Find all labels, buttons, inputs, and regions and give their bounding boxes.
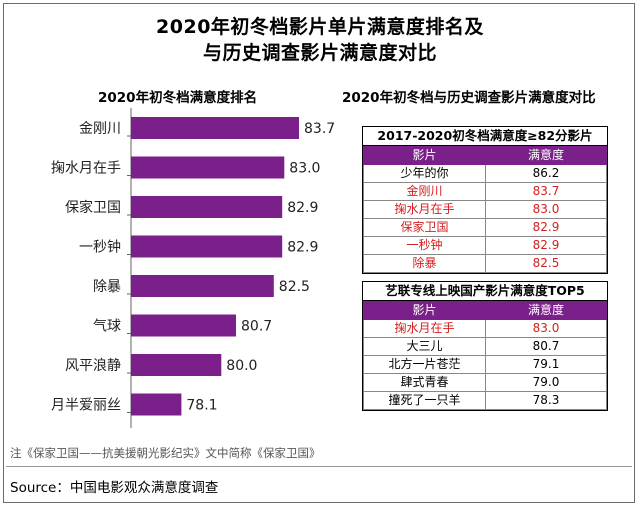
value-label: 82.5 bbox=[279, 279, 310, 295]
score-cell: 83.0 bbox=[485, 200, 607, 219]
table2-body: 影片 满意度 掬水月在手 83.0 大三儿 80.7 北方一片苍茫 79.1 肆式青春 79.0 撞… bbox=[363, 301, 607, 410]
score-cell: 80.7 bbox=[485, 337, 607, 356]
bar bbox=[131, 117, 299, 139]
table-row: 掬水月在手 83.0 bbox=[363, 200, 607, 219]
score-cell: 79.0 bbox=[485, 373, 607, 392]
table-arthouse-top5: 艺联专线上映国产影片满意度TOP5 影片 满意度 掬水月在手 83.0 大三儿 80.7 北… bbox=[362, 281, 608, 411]
category-label: 月半爱丽丝 bbox=[51, 398, 121, 414]
film-cell: 肆式青春 bbox=[363, 373, 486, 392]
bar bbox=[131, 196, 283, 218]
table1-title: 2017-2020初冬档满意度≥82分影片 bbox=[363, 127, 607, 146]
film-cell: 掬水月在手 bbox=[363, 200, 486, 219]
category-label: 风平浪静 bbox=[65, 358, 121, 374]
value-label: 82.9 bbox=[287, 200, 318, 216]
score-cell: 83.0 bbox=[485, 319, 607, 338]
chart-frame bbox=[3, 3, 635, 503]
header-cell: 满意度 bbox=[485, 146, 607, 165]
table-row: 北方一片苍茫 79.1 bbox=[363, 355, 607, 374]
film-cell: 一秒钟 bbox=[363, 236, 486, 255]
header-cell: 满意度 bbox=[485, 301, 607, 320]
bar-chart: 金刚川 83.7 掬水月在手 83.0 保家卫国 82.9 一秒钟 82.9 除暴 82.5 气球 8… bbox=[51, 108, 335, 428]
bar bbox=[131, 275, 274, 297]
bar bbox=[131, 235, 283, 258]
value-label: 83.7 bbox=[304, 121, 335, 137]
table-2017-2020: 2017-2020初冬档满意度≥82分影片 影片 满意度 少年的你 86.2 金刚川 83… bbox=[362, 126, 608, 274]
score-cell: 83.7 bbox=[485, 182, 607, 201]
header-cell: 影片 bbox=[363, 146, 486, 165]
score-cell: 82.5 bbox=[485, 254, 607, 273]
value-label: 80.7 bbox=[241, 319, 272, 335]
film-cell: 除暴 bbox=[363, 254, 486, 273]
table-row: 少年的你 86.2 bbox=[363, 164, 607, 183]
score-cell: 82.9 bbox=[485, 218, 607, 237]
source-label: Source：中国电影观众满意度调查 bbox=[10, 480, 219, 496]
table-row: 金刚川 83.7 bbox=[363, 182, 607, 201]
table2-header-row: 影片 满意度 bbox=[363, 301, 607, 320]
score-cell: 79.1 bbox=[485, 355, 607, 374]
score-cell: 78.3 bbox=[485, 391, 607, 410]
score-cell: 86.2 bbox=[485, 164, 607, 183]
film-cell: 保家卫国 bbox=[363, 218, 486, 237]
table-row: 肆式青春 79.0 bbox=[363, 373, 607, 392]
table2-title: 艺联专线上映国产影片满意度TOP5 bbox=[363, 282, 607, 301]
value-label: 83.0 bbox=[289, 161, 320, 177]
table-row: 除暴 82.5 bbox=[363, 254, 607, 273]
table-row: 大三儿 80.7 bbox=[363, 337, 607, 356]
main-title-line2: 与历史调查影片满意度对比 bbox=[202, 42, 437, 64]
film-cell: 撞死了一只羊 bbox=[363, 391, 486, 410]
category-label: 一秒钟 bbox=[79, 239, 121, 256]
bar bbox=[131, 156, 285, 179]
bar bbox=[131, 314, 236, 337]
table1-header-row: 影片 满意度 bbox=[363, 146, 607, 165]
table-row: 撞死了一只羊 78.3 bbox=[363, 391, 607, 410]
value-label: 78.1 bbox=[186, 398, 217, 414]
film-cell: 金刚川 bbox=[363, 182, 486, 201]
category-label: 金刚川 bbox=[79, 121, 121, 137]
bar bbox=[131, 354, 222, 376]
category-label: 掬水月在手 bbox=[51, 161, 121, 177]
category-label: 除暴 bbox=[93, 279, 121, 295]
table-row: 保家卫国 82.9 bbox=[363, 218, 607, 237]
header-cell: 影片 bbox=[363, 301, 486, 320]
bar bbox=[131, 393, 182, 416]
value-label: 82.9 bbox=[287, 240, 318, 256]
table-row: 掬水月在手 83.0 bbox=[363, 319, 607, 338]
score-cell: 82.9 bbox=[485, 236, 607, 255]
footnote: 注《保家卫国——抗美援朝光影纪实》文中简称《保家卫国》 bbox=[10, 446, 321, 460]
film-cell: 大三儿 bbox=[363, 337, 486, 356]
table-row: 一秒钟 82.9 bbox=[363, 236, 607, 255]
category-label: 气球 bbox=[93, 319, 121, 335]
bar-chart-title: 2020年初冬档满意度排名 bbox=[98, 90, 258, 106]
main-title-line1: 2020年初冬档影片单片满意度排名及 bbox=[156, 16, 484, 38]
category-label: 保家卫国 bbox=[65, 199, 121, 216]
table1-body: 影片 满意度 少年的你 86.2 金刚川 83.7 掬水月在手 83.0 保家卫国 82.9 一秒钟… bbox=[363, 146, 607, 273]
film-cell: 北方一片苍茫 bbox=[363, 355, 486, 374]
divider bbox=[6, 466, 632, 467]
value-label: 80.0 bbox=[226, 358, 257, 374]
comparison-title: 2020年初冬档与历史调查影片满意度对比 bbox=[342, 90, 596, 106]
film-cell: 掬水月在手 bbox=[363, 319, 486, 338]
film-cell: 少年的你 bbox=[363, 164, 486, 183]
